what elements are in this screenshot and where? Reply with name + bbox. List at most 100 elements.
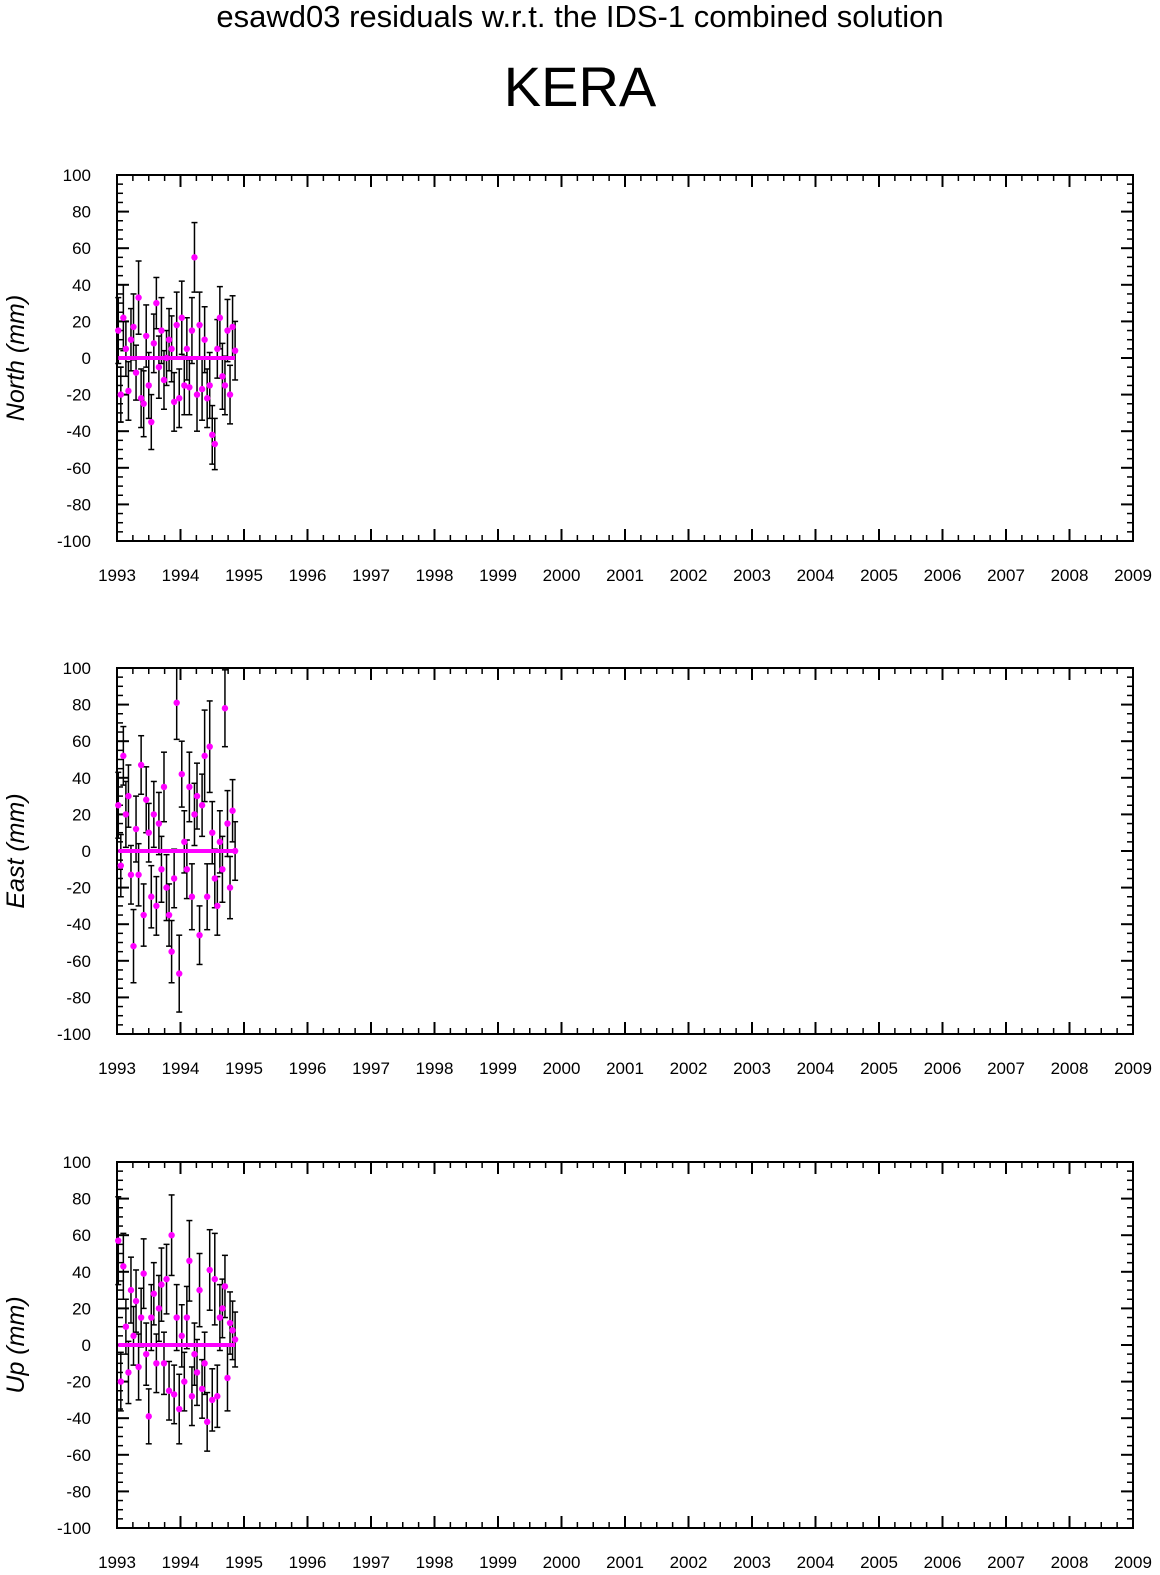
up-error-bars [115, 1194, 239, 1452]
up-points [115, 1232, 239, 1426]
east-xtick-label: 2001 [606, 1059, 644, 1078]
up-plot-frame [116, 1161, 1134, 1529]
north-xtick-label: 2008 [1051, 566, 1089, 585]
up-data-point [201, 1360, 208, 1367]
up-data-point [163, 1275, 170, 1283]
up-data-point [117, 1378, 125, 1385]
north-ytick-label: 80 [72, 203, 91, 222]
east-ytick-label: -80 [66, 988, 91, 1007]
up-xtick-label: 1999 [479, 1553, 517, 1572]
up-data-point [214, 1393, 221, 1400]
up-xtick-label: 1994 [162, 1553, 200, 1572]
north-data-point [181, 382, 188, 389]
north-data-point [201, 336, 208, 343]
east-data-point [176, 970, 183, 977]
east-data-point [160, 783, 168, 791]
up-data-point [122, 1323, 130, 1330]
figure-suptitle: esawd03 residuals w.r.t. the IDS-1 combi… [216, 0, 944, 34]
east-data-point [153, 902, 160, 910]
north-data-point [198, 385, 206, 393]
north-data-point [145, 382, 152, 389]
up-xtick-label: 1995 [225, 1553, 263, 1572]
east-xtick-label: 2003 [733, 1059, 771, 1078]
north-ytick-label: 100 [63, 166, 91, 185]
east-data-point [163, 884, 170, 891]
north-data-point [135, 294, 142, 301]
up-data-point [186, 1257, 193, 1265]
east-data-point [135, 871, 142, 878]
east-xtick-label: 1996 [289, 1059, 327, 1078]
north-ytick-label: -60 [66, 459, 91, 478]
east-ytick-label: 0 [82, 842, 91, 861]
up-xtick-label: 1998 [416, 1553, 454, 1572]
east-ytick-label: -40 [66, 915, 91, 934]
east-data-point [115, 802, 122, 809]
up-data-point [125, 1369, 132, 1376]
up-data-point [115, 1237, 122, 1244]
figure-header: esawd03 residuals w.r.t. the IDS-1 combi… [0, 0, 1160, 130]
up-data-point [160, 1360, 168, 1367]
east-data-point [170, 875, 178, 882]
north-data-point [170, 398, 178, 406]
north-data-point [153, 299, 160, 307]
up-data-point [193, 1369, 201, 1376]
east-data-point [221, 705, 229, 712]
up-ytick-label: -40 [66, 1409, 91, 1428]
up-ytick-label: 60 [72, 1226, 91, 1245]
up-xtick-label: 2006 [924, 1553, 962, 1572]
north-ytick-label: 0 [82, 349, 91, 368]
up-data-point [211, 1275, 218, 1283]
north-data-point [193, 391, 201, 398]
east-xtick-label: 1994 [162, 1059, 200, 1078]
east-xtick-label: 1998 [416, 1059, 454, 1078]
north-data-point [148, 418, 155, 426]
east-data-point [125, 792, 132, 800]
east-data-point [209, 829, 216, 836]
up-ytick-label: 20 [72, 1299, 91, 1318]
up-xtick-label: 2005 [860, 1553, 898, 1572]
east-data-point [148, 893, 155, 900]
east-ytick-label: 60 [72, 732, 91, 751]
up-data-point [178, 1332, 185, 1340]
east-data-point [155, 820, 163, 827]
up-ytick-label: -80 [66, 1482, 91, 1501]
east-data-point [145, 829, 152, 836]
north-xtick-label: 2006 [924, 566, 962, 585]
east-data-point [127, 871, 135, 878]
east-data-point [150, 811, 158, 818]
north-data-point [203, 395, 211, 402]
up-ytick-label: -60 [66, 1446, 91, 1465]
east-xtick-label: 1997 [352, 1059, 390, 1078]
east-data-point [201, 752, 208, 760]
station-title: KERA [503, 55, 657, 118]
up-data-point [216, 1314, 224, 1321]
east-data-point [191, 811, 198, 818]
north-data-point [206, 382, 213, 389]
up-data-point [145, 1413, 152, 1420]
north-ytick-label: 40 [72, 276, 91, 295]
up-xtick-label: 1993 [98, 1553, 136, 1572]
east-data-point [198, 802, 206, 809]
north-ytick-label: -40 [66, 422, 91, 441]
east-ytick-label: 80 [72, 696, 91, 715]
north-data-point [209, 431, 216, 439]
east-xtick-label: 1993 [98, 1059, 136, 1078]
east-data-point [214, 902, 221, 910]
east-points [115, 699, 239, 977]
east-data-point [120, 752, 127, 760]
north-data-point [226, 391, 234, 398]
up-data-point [188, 1393, 196, 1400]
up-xtick-label: 2004 [797, 1553, 835, 1572]
north-data-point [117, 391, 125, 398]
up-xtick-label: 1996 [289, 1553, 327, 1572]
up-ytick-label: 100 [63, 1153, 91, 1172]
east-ytick-label: 20 [72, 805, 91, 824]
up-data-point [219, 1305, 226, 1312]
east-data-point [173, 699, 180, 706]
up-xtick-label: 2000 [543, 1553, 581, 1572]
north-data-point [120, 314, 127, 321]
up-panel: 1993 1994 1995 1996 1997 1998 1999 2000 2001 2002… [2, 1153, 1152, 1572]
north-xtick-label: 1994 [162, 566, 200, 585]
east-ylabel: East (mm) [2, 793, 30, 908]
